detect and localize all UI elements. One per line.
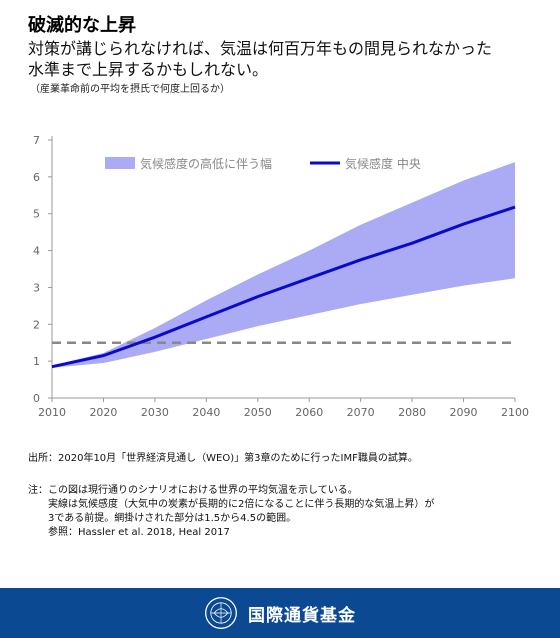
footer-bar: 国際通貨基金 bbox=[0, 588, 560, 638]
x-tick-label: 2040 bbox=[192, 406, 220, 419]
notes-block: 注： この図は現行通りのシナリオにおける世界の平均気温を示している。 実線は気候… bbox=[28, 484, 548, 540]
note-line-3: 3である前提。網掛けされた部分は1.5から4.5の範囲。 bbox=[48, 513, 297, 524]
y-tick-label: 7 bbox=[33, 134, 40, 147]
x-tick-label: 2060 bbox=[295, 406, 323, 419]
note-line-1: この図は現行通りのシナリオにおける世界の平均気温を示している。 bbox=[48, 485, 358, 496]
source-note: 出所：2020年10月「世界経済見通し（WEO)」第3章のために行ったIMF職員… bbox=[28, 453, 418, 464]
x-tick-label: 2050 bbox=[244, 406, 272, 419]
x-tick-label: 2020 bbox=[89, 406, 117, 419]
legend-band-swatch bbox=[105, 157, 135, 169]
notes-label: 注： bbox=[28, 485, 48, 496]
imf-seal-icon bbox=[205, 597, 237, 629]
org-name: 国際通貨基金 bbox=[248, 605, 356, 626]
x-tick-label: 2090 bbox=[450, 406, 478, 419]
y-tick-label: 6 bbox=[33, 171, 40, 184]
sensitivity-range-band bbox=[52, 162, 515, 368]
x-tick-label: 2100 bbox=[501, 406, 529, 419]
y-tick-label: 5 bbox=[33, 208, 40, 221]
x-tick-label: 2030 bbox=[141, 406, 169, 419]
chart-subtitle-line-1: 対策が講じられなければ、気温は何百万年もの間見られなかった bbox=[28, 39, 493, 58]
unit-note: （産業革命前の平均を摂氏で何度上回るか） bbox=[30, 84, 230, 95]
chart-subtitle-line-2: 水準まで上昇するかもしれない。 bbox=[28, 60, 269, 79]
y-tick-label: 3 bbox=[33, 281, 40, 294]
x-tick-label: 2080 bbox=[398, 406, 426, 419]
x-tick-label: 2010 bbox=[38, 406, 66, 419]
central-sensitivity-line bbox=[51, 205, 516, 369]
legend-band-label: 気候感度の高低に伴う幅 bbox=[140, 156, 272, 171]
y-tick-label: 4 bbox=[33, 245, 40, 258]
x-tick-label: 2070 bbox=[347, 406, 375, 419]
note-line-2: 実線は気候感度（大気中の炭素が長期的に2倍になることに伴う長期的な気温上昇）が bbox=[48, 499, 435, 510]
chart-title: 破滅的な上昇 bbox=[28, 15, 136, 36]
chart-header: 破滅的な上昇 対策が講じられなければ、気温は何百万年もの間見られなかった 水準ま… bbox=[28, 14, 548, 97]
y-tick-label: 1 bbox=[33, 355, 40, 368]
y-tick-label: 0 bbox=[33, 392, 40, 405]
note-line-4: 参照：Hassler et al. 2018, Heal 2017 bbox=[48, 527, 230, 538]
temperature-chart: 0 1 2 3 4 5 6 7 2010 2020 2030 2040 2050 2060 2070 2080… bbox=[33, 134, 529, 419]
legend-line-label: 気候感度 中央 bbox=[345, 156, 421, 171]
y-tick-label: 2 bbox=[33, 318, 40, 331]
